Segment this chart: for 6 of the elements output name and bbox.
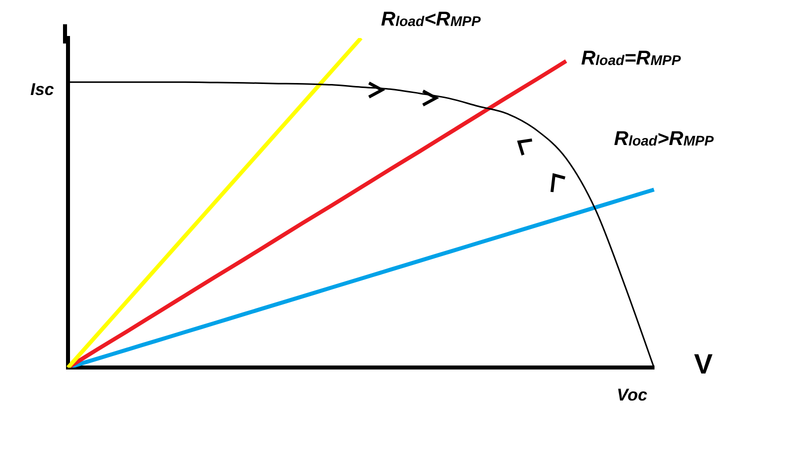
series-label: Rload=RMPP	[581, 48, 682, 70]
text: Voc	[616, 385, 648, 404]
text: Rload>RMPP	[614, 128, 714, 150]
text: Isc	[30, 80, 55, 99]
x-axis-title: V	[694, 348, 713, 380]
series-label: Rload<RMPP	[381, 8, 482, 31]
